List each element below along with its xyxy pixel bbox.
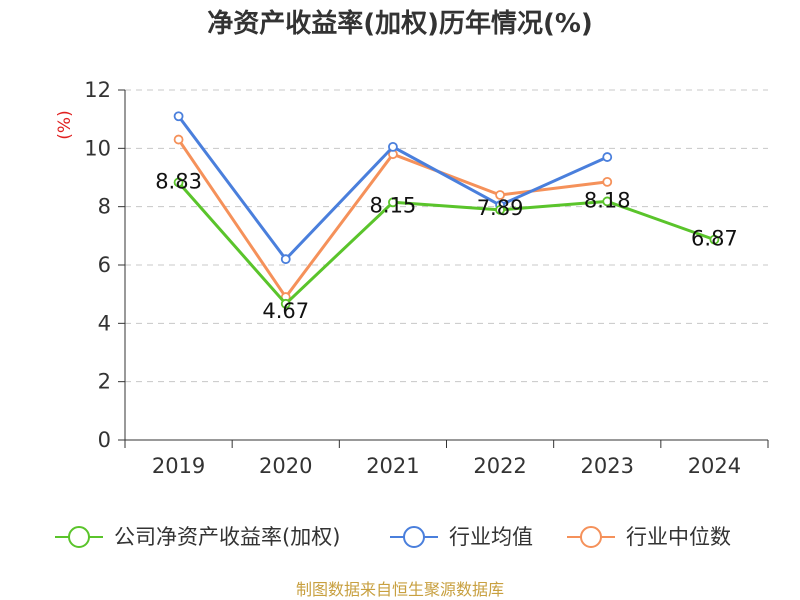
axes: 0 2 4 6 8 10 12 2019 2020 2021 2022 2023 2024 — [84, 78, 769, 478]
legend: 公司净资产收益率(加权) 行业均值 行业中位数 — [55, 525, 731, 549]
data-point — [602, 152, 613, 162]
x-tick-label: 2023 — [581, 454, 634, 478]
data-point — [388, 141, 398, 152]
series-layer — [173, 111, 720, 309]
legend-marker — [580, 526, 602, 548]
data-label: 8.83 — [155, 169, 202, 193]
data-point — [495, 204, 505, 215]
x-tick-label: 2021 — [366, 454, 419, 478]
y-tick-label: 4 — [98, 311, 111, 335]
data-point — [173, 134, 184, 145]
data-point — [495, 190, 505, 200]
data-point — [388, 197, 398, 208]
data-point — [173, 177, 184, 188]
chart-title: 净资产收益率(加权)历年情况(%) — [207, 8, 593, 39]
x-tick-label: 2022 — [473, 454, 526, 478]
data-labels: 8.83 4.67 8.15 7.89 8.18 6.87 — [155, 169, 738, 322]
data-label: 8.15 — [370, 193, 417, 217]
y-tick-label: 2 — [98, 370, 111, 394]
y-tick-label: 8 — [98, 195, 111, 219]
y-tick-label: 12 — [84, 78, 111, 102]
x-tick-label: 2020 — [259, 454, 312, 478]
series-line — [177, 181, 715, 306]
data-point — [709, 234, 720, 245]
x-tick-label: 2019 — [152, 454, 205, 478]
data-label: 6.87 — [691, 227, 738, 251]
data-label: 7.89 — [477, 196, 524, 220]
y-tick-label: 0 — [98, 428, 111, 452]
data-point — [602, 176, 613, 187]
data-point — [602, 196, 613, 207]
series-line — [177, 138, 608, 299]
data-point — [280, 298, 291, 309]
legend-label: 公司净资产收益率(加权) — [114, 525, 340, 549]
series-line — [177, 115, 608, 261]
y-tick-label: 6 — [98, 253, 111, 277]
y-axis-label: (%) — [55, 110, 75, 139]
data-point — [280, 254, 291, 265]
legend-label: 行业均值 — [449, 525, 533, 549]
data-point — [173, 111, 184, 122]
data-label: 8.18 — [584, 188, 631, 212]
y-tick-label: 10 — [84, 136, 111, 160]
grid-lines — [125, 89, 768, 383]
legend-marker — [68, 526, 90, 548]
legend-marker — [403, 526, 425, 548]
source-note: 制图数据来自恒生聚源数据库 — [296, 580, 504, 599]
data-label: 4.67 — [262, 299, 309, 323]
legend-label: 行业中位数 — [626, 525, 731, 549]
x-tick-label: 2024 — [688, 454, 741, 478]
